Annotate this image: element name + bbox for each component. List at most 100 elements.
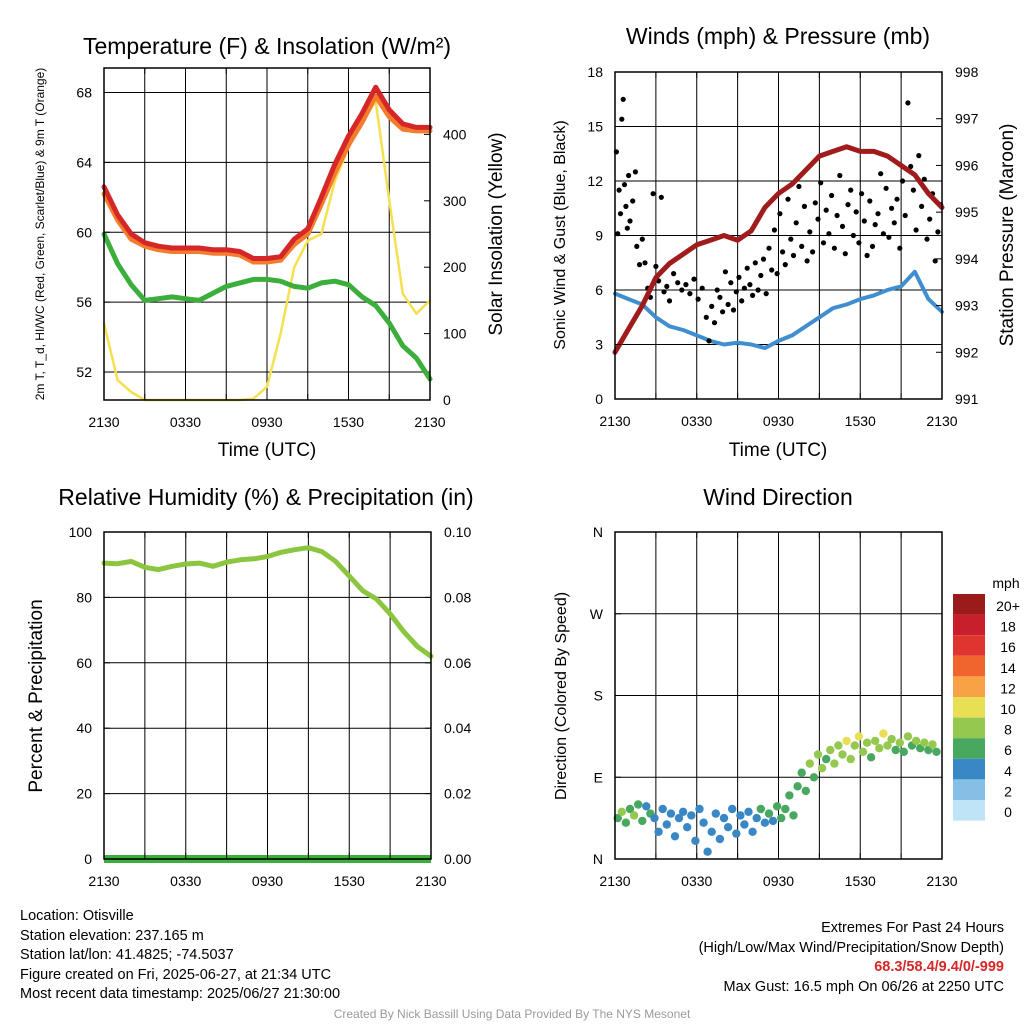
gust-point: [758, 272, 764, 279]
gust-point: [666, 298, 673, 304]
gust-point: [615, 231, 621, 237]
gust-point: [730, 307, 737, 313]
winds-y2label: Station Pressure (Maroon): [997, 124, 1018, 347]
station-location: Location: Otisville: [20, 908, 134, 924]
direction-point: [932, 747, 941, 756]
winds-grid: [615, 72, 942, 399]
x-tick-label: 0330: [170, 414, 201, 430]
y2-tick-label: 992: [955, 344, 979, 360]
gust-point: [639, 236, 645, 242]
x-tick-label: 2130: [88, 414, 119, 430]
y2-tick-label: 996: [955, 157, 979, 173]
direction-point: [748, 827, 757, 836]
gust-point: [661, 289, 667, 295]
gust-point: [675, 280, 681, 286]
colorbar-swatch: [953, 758, 985, 780]
direction-point: [683, 823, 692, 832]
direction-point: [756, 804, 765, 814]
gust-point: [793, 220, 799, 226]
direction-point: [625, 804, 635, 814]
colorbar-label: 16: [1000, 639, 1016, 655]
direction-point: [797, 768, 806, 777]
station-elevation: Station elevation: 237.165 m: [20, 927, 204, 944]
direction-point: [862, 738, 872, 747]
direction-point: [858, 747, 868, 756]
humidity-ticks: 2130 0330 0930 1530 2130 0 20 40 60 80 100 0.00 0.02…: [69, 524, 472, 889]
y-tick-label: 6: [595, 282, 603, 298]
series-line-2m-td: [101, 231, 433, 382]
direction-point: [662, 820, 671, 829]
temperature-y2label: Solar Insolation (Yellow): [486, 132, 507, 335]
direction-point: [834, 741, 843, 750]
direction-point: [728, 804, 737, 814]
series-line-rh: [101, 545, 434, 659]
y-tick-label: W: [590, 606, 604, 622]
series-line-pressure: [612, 144, 945, 355]
gust-point: [679, 287, 685, 293]
x-tick-label: 0930: [251, 414, 282, 430]
gust-point: [671, 271, 677, 277]
y-tick-label: 52: [76, 364, 92, 380]
winds-series: [612, 96, 945, 355]
direction-point: [658, 804, 667, 814]
direction-point: [621, 818, 631, 827]
direction-point: [642, 802, 651, 811]
direction-point: [854, 732, 864, 741]
colorbar: 20+ 18 16 14 12 10 8 6 4 2 0: [953, 594, 1020, 821]
gust-point: [927, 216, 933, 222]
direction-point: [687, 811, 696, 820]
gust-point: [891, 220, 897, 226]
direction-point: [826, 745, 835, 755]
humidity-ylabel: Percent & Precipitation: [26, 599, 47, 792]
direction-point: [903, 732, 913, 741]
gust-point: [829, 192, 835, 199]
gust-point: [774, 271, 780, 277]
direction-point: [772, 802, 782, 811]
direction-point: [813, 750, 823, 759]
gust-point: [910, 187, 917, 193]
direction-point: [842, 736, 851, 746]
gust-point: [728, 280, 734, 286]
gust-point: [886, 234, 892, 240]
extremes-info: Extremes For Past 24 Hours (High/Low/Max…: [699, 919, 1004, 997]
direction-point: [719, 813, 729, 823]
x-tick-label: 1530: [334, 873, 365, 889]
max-gust: Max Gust: 16.5 mph On 06/26 at 2250 UTC: [723, 978, 1004, 995]
gust-point: [703, 314, 709, 320]
gust-point: [842, 251, 848, 257]
colorbar-swatch: [953, 779, 985, 800]
direction-point: [822, 754, 831, 764]
gust-point: [634, 243, 640, 249]
gust-point: [823, 207, 829, 213]
gust-point: [691, 276, 697, 282]
direction-point: [866, 753, 876, 762]
colorbar-label: 18: [1000, 619, 1016, 635]
direction-point: [703, 847, 712, 856]
colorbar-label: 6: [1004, 742, 1012, 758]
gust-point: [750, 292, 756, 298]
gust-point: [859, 191, 865, 197]
series-line-2m-t: [101, 84, 433, 261]
temperature-ylabel: 2m T, T_d, HI/WC (Red, Green, Scarlet/Bl…: [33, 68, 47, 401]
direction-point: [781, 804, 790, 814]
y-tick-label: 56: [76, 294, 92, 310]
y2-tick-label: 994: [955, 251, 979, 267]
gust-point: [812, 200, 818, 206]
direction-point: [752, 813, 761, 823]
winds-ticks: 2130 0330 0930 1530 2130 0 3 6 9 12 15 18 991 992 993 9…: [587, 64, 978, 429]
gust-point: [763, 291, 769, 297]
gust-point: [804, 258, 810, 264]
y2-tick-label: 993: [955, 298, 979, 314]
gust-point: [924, 236, 930, 242]
colorbar-swatch: [953, 614, 985, 636]
gust-point: [785, 196, 791, 202]
y-tick-label: 64: [76, 154, 92, 170]
y2-tick-label: 0.04: [444, 720, 471, 736]
y2-tick-label: 997: [955, 111, 979, 127]
y-tick-label: N: [593, 851, 603, 867]
temperature-panel: Temperature (F) & Insolation (W/m²) 2130…: [33, 33, 507, 461]
y-tick-label: 40: [76, 720, 92, 736]
humidity-grid: [104, 532, 431, 859]
gust-point: [630, 198, 636, 204]
